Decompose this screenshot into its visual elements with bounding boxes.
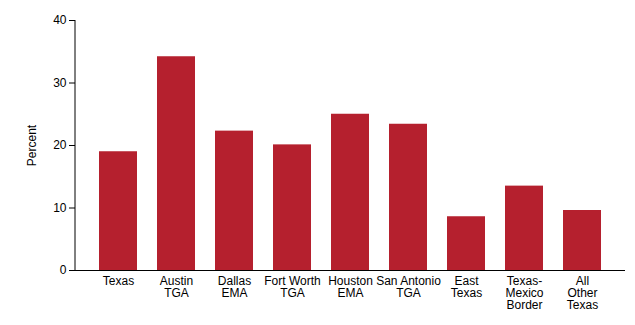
svg-text:30: 30	[53, 76, 67, 90]
svg-text:AustinTGA: AustinTGA	[160, 274, 193, 300]
svg-text:San AntonioTGA: San AntonioTGA	[376, 274, 441, 300]
svg-text:Texas-MexicoBorder: Texas-MexicoBorder	[505, 274, 543, 312]
svg-text:Texas: Texas	[103, 274, 134, 288]
svg-text:40: 40	[53, 13, 67, 27]
svg-text:10: 10	[53, 201, 67, 215]
svg-text:0: 0	[60, 263, 67, 277]
svg-text:HoustonEMA: HoustonEMA	[328, 274, 373, 300]
svg-text:EastTexas: EastTexas	[451, 274, 482, 300]
svg-text:Percent: Percent	[25, 124, 39, 166]
svg-text:AllOtherTexas: AllOtherTexas	[567, 274, 598, 312]
svg-text:20: 20	[53, 138, 67, 152]
svg-text:DallasEMA: DallasEMA	[218, 274, 251, 300]
svg-text:Fort WorthTGA: Fort WorthTGA	[264, 274, 320, 300]
